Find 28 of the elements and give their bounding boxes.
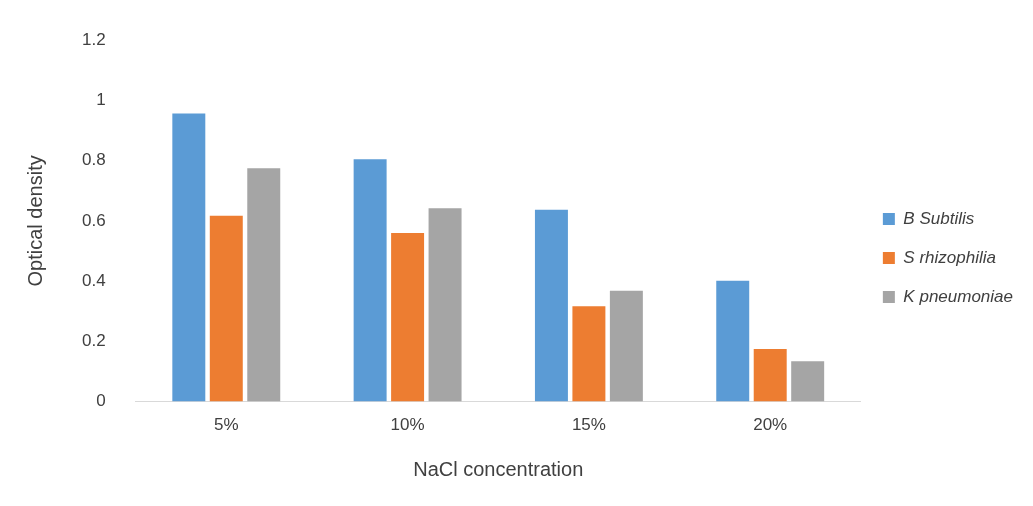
bar <box>609 290 643 402</box>
y-tick-label: 1.2 <box>81 29 106 49</box>
bar <box>753 348 787 402</box>
y-tick-label: 0.2 <box>81 331 106 351</box>
y-tick-label: 0.8 <box>81 150 106 170</box>
x-tick-label: 5% <box>214 415 239 435</box>
legend-label: B Subtilis <box>903 208 975 228</box>
bar <box>209 215 243 402</box>
bar <box>391 232 425 402</box>
bar <box>716 280 750 402</box>
bar <box>572 306 606 402</box>
y-axis-title: Optical density <box>23 155 46 287</box>
bar <box>353 159 387 402</box>
legend-label: K pneumoniae <box>903 286 1013 306</box>
bar <box>534 209 568 402</box>
x-axis-title: NaCl concentration <box>413 457 584 480</box>
bar <box>428 208 462 402</box>
bar <box>791 361 825 402</box>
y-tick-label: 0 <box>96 391 106 411</box>
y-tick-label: 0.6 <box>81 210 106 230</box>
legend-label: S rhizophilia <box>903 247 996 267</box>
bar <box>247 168 281 402</box>
y-tick-label: 0.4 <box>81 270 106 290</box>
bar <box>172 113 206 402</box>
x-tick-label: 15% <box>571 415 606 435</box>
y-tick-label: 1 <box>96 90 106 110</box>
x-tick-label: 10% <box>390 415 425 435</box>
x-tick-label: 20% <box>753 415 788 435</box>
